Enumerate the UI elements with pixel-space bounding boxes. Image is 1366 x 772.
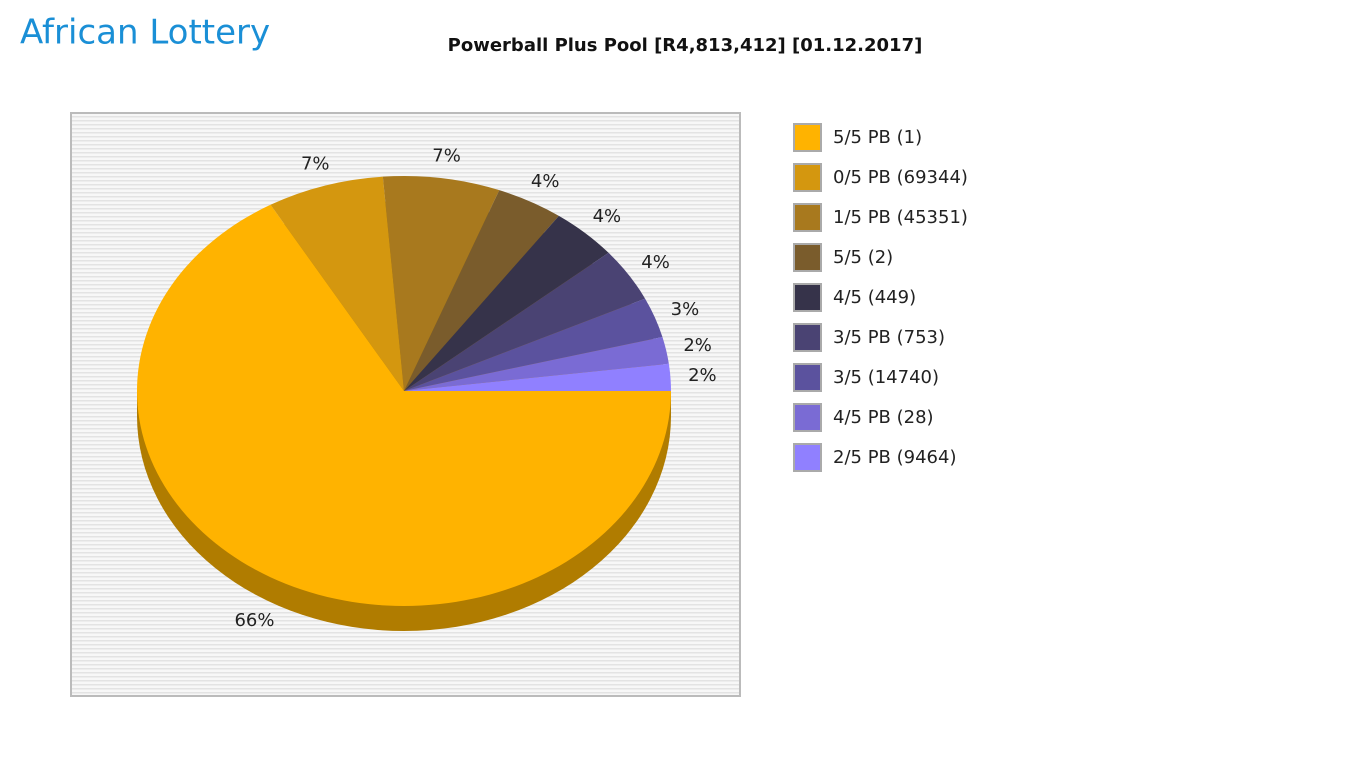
- logo[interactable]: African Lottery: [20, 13, 270, 53]
- legend-swatch: [793, 123, 822, 152]
- slice-label: 2%: [688, 365, 717, 386]
- slice-label: 4%: [593, 206, 622, 227]
- legend-swatch: [793, 243, 822, 272]
- pie-slice: [270, 176, 404, 391]
- slice-label: 66%: [234, 610, 274, 631]
- chart-title: Powerball Plus Pool [R4,813,412] [01.12.…: [448, 35, 923, 56]
- legend-swatch: [793, 323, 822, 352]
- legend-swatch: [793, 403, 822, 432]
- legend-label: 3/5 (14740): [833, 367, 939, 388]
- legend-swatch: [793, 363, 822, 392]
- slice-label: 3%: [671, 299, 700, 320]
- legend-swatch: [793, 203, 822, 232]
- slice-label: 4%: [641, 252, 670, 273]
- legend-swatch: [793, 443, 822, 472]
- legend-label: 1/5 PB (45351): [833, 207, 968, 228]
- pie-slice: [404, 298, 663, 391]
- pie-slice: [404, 215, 609, 391]
- legend-label: 5/5 PB (1): [833, 127, 922, 148]
- legend-label: 2/5 PB (9464): [833, 447, 956, 468]
- pie-slice: [137, 204, 671, 606]
- pie-slice: [404, 337, 669, 391]
- pie-slice: [404, 252, 646, 391]
- legend-label: 3/5 PB (753): [833, 327, 945, 348]
- legend: 5/5 PB (1) 0/5 PB (69344) 1/5 PB (45351) 5/…: [793, 123, 968, 472]
- legend-label: 4/5 (449): [833, 287, 916, 308]
- legend-label: 0/5 PB (69344): [833, 167, 968, 188]
- slice-label: 7%: [432, 145, 461, 166]
- pie-slice: [404, 190, 559, 391]
- legend-label: 5/5 (2): [833, 247, 893, 268]
- legend-swatch: [793, 283, 822, 312]
- slice-label: 2%: [683, 335, 712, 356]
- pie-slice: [382, 176, 500, 391]
- pie: 66% 7% 7% 4% 4% 4% 3% 2% 2%: [137, 145, 717, 631]
- pie-slice: [404, 363, 671, 391]
- slice-label: 4%: [531, 171, 560, 192]
- slice-label: 7%: [301, 154, 330, 175]
- legend-label: 4/5 PB (28): [833, 407, 934, 428]
- legend-swatch: [793, 163, 822, 192]
